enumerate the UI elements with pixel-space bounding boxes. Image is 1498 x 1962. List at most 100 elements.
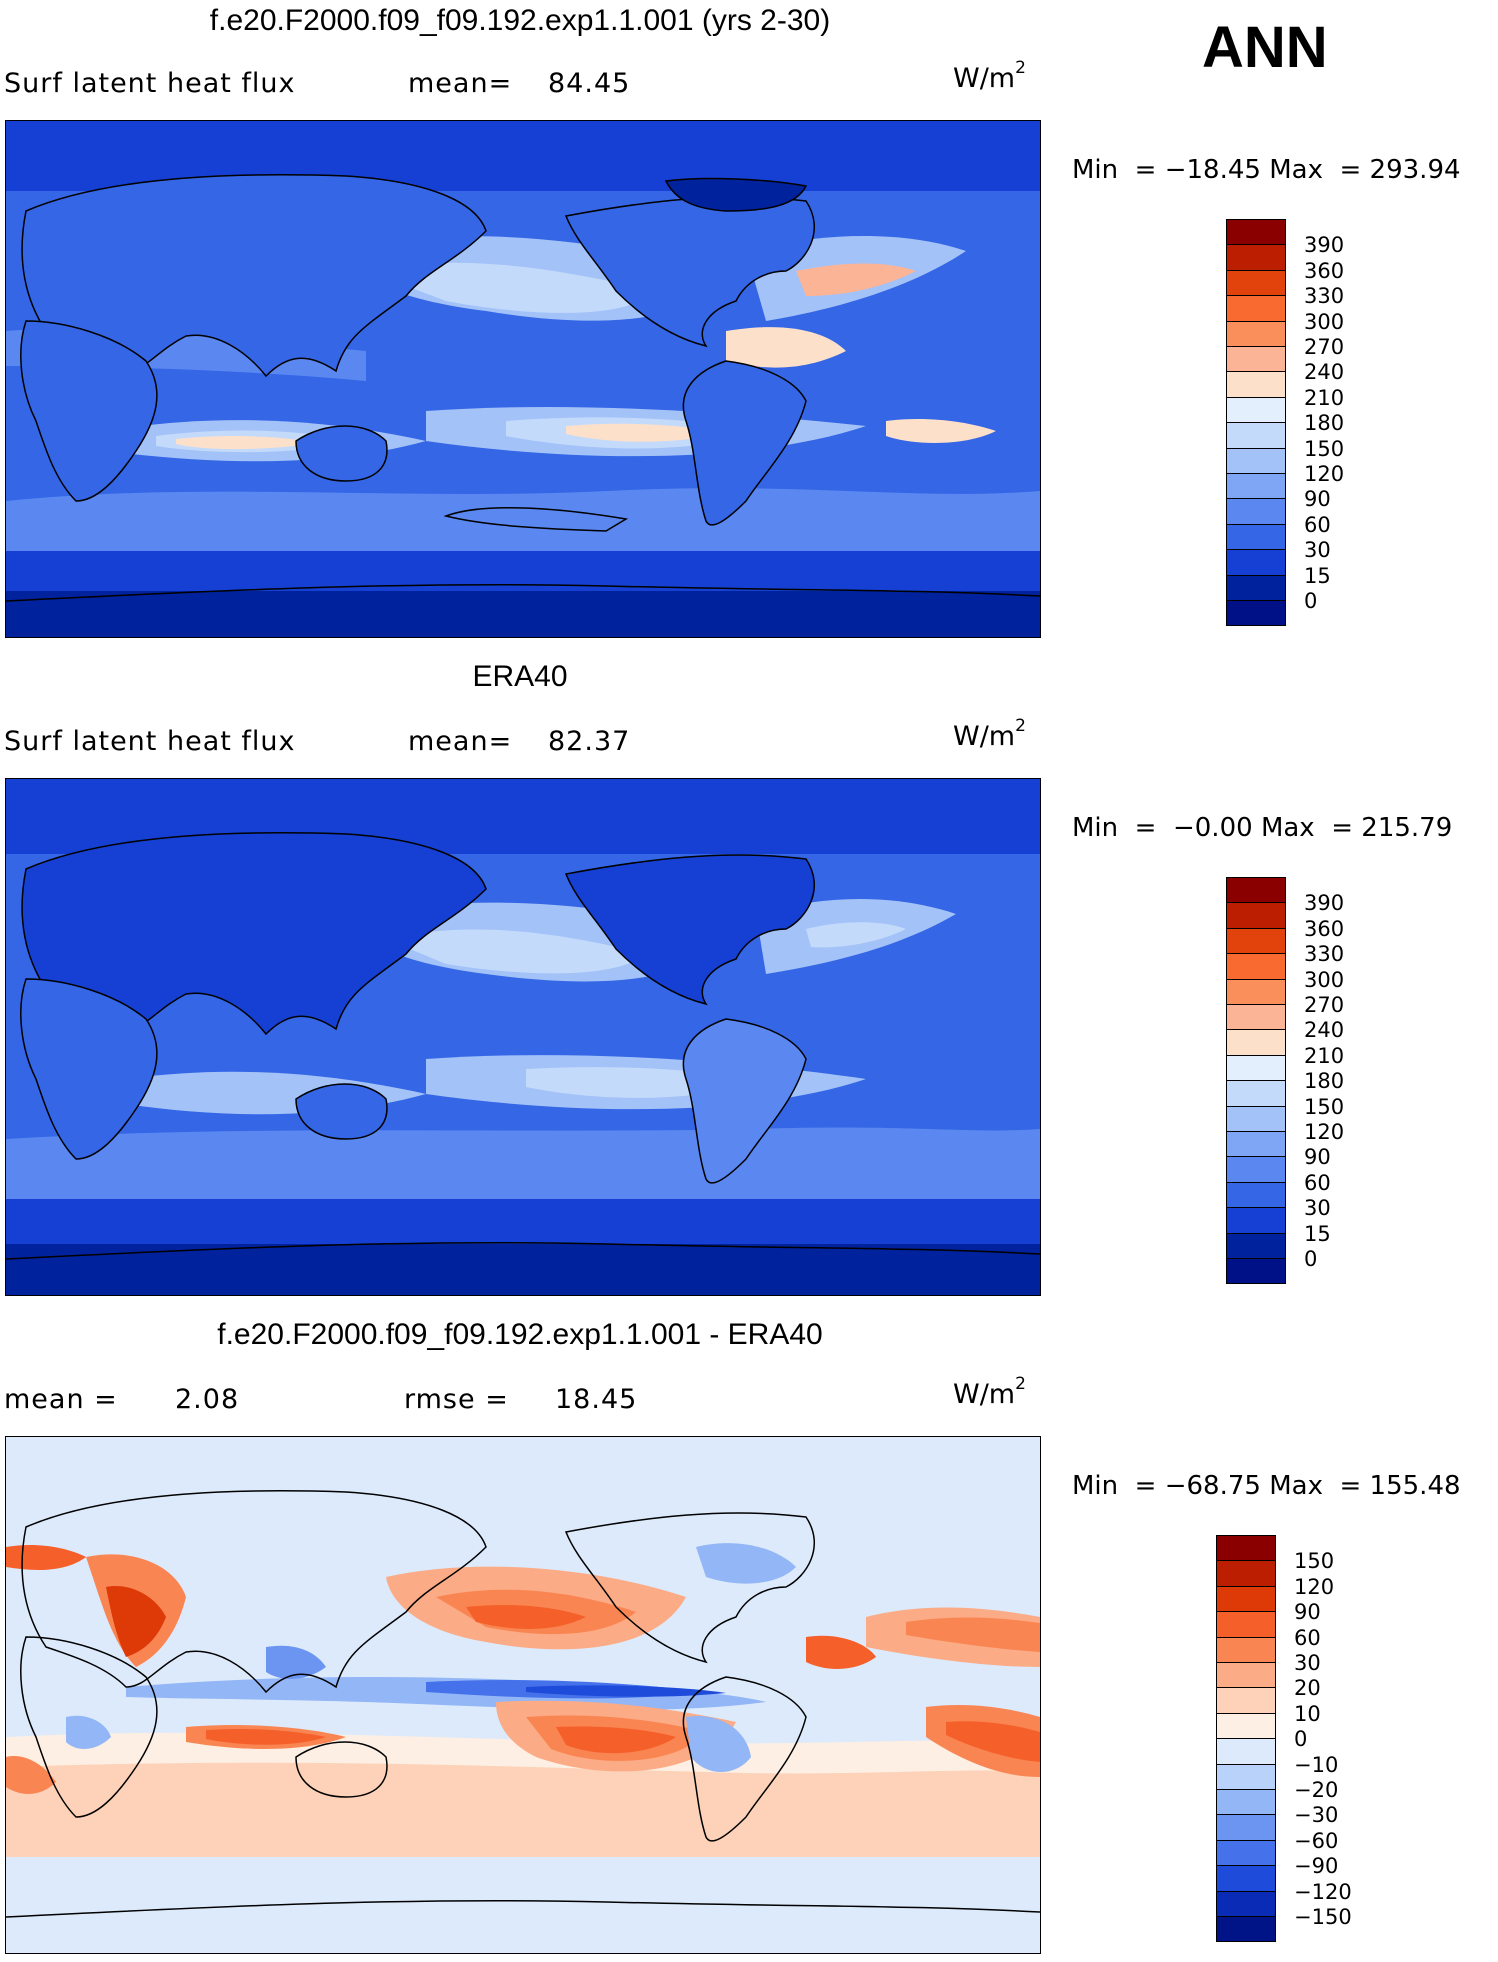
colorbar-label: 120 [1294, 1574, 1335, 1599]
colorbar-swatch [1216, 1890, 1276, 1917]
colorbar-label: 300 [1304, 967, 1345, 992]
colorbar-swatch [1226, 1131, 1286, 1158]
colorbar-label: 150 [1304, 436, 1345, 461]
panel-3-minmax: Min = −68.75 Max = 155.48 [1072, 1471, 1461, 1501]
colorbar-swatch [1216, 1712, 1276, 1740]
colorbar-label: 390 [1304, 233, 1345, 258]
colorbar-label: 210 [1304, 1043, 1345, 1068]
colorbar-swatch [1216, 1763, 1276, 1790]
colorbar-label: 0 [1304, 589, 1318, 613]
panel-3-map [5, 1436, 1041, 1954]
colorbar-label: 60 [1304, 1170, 1331, 1195]
panel-3-mean-label: mean = [4, 1384, 118, 1415]
colorbar-swatch [1226, 1105, 1286, 1132]
colorbar-swatch [1226, 1207, 1286, 1234]
panel-2-minmax: Min = −0.00 Max = 215.79 [1072, 813, 1453, 843]
colorbar-label: −30 [1294, 1803, 1339, 1828]
colorbar-swatch [1226, 1181, 1286, 1209]
colorbar-swatch [1226, 877, 1286, 904]
panel-2-title: ERA40 [472, 660, 568, 693]
panel-2-contour-field [6, 779, 1040, 1295]
colorbar-label: 300 [1304, 309, 1345, 334]
colorbar-swatch [1226, 978, 1286, 1005]
colorbar-label: 20 [1294, 1676, 1321, 1701]
colorbar-swatch [1226, 498, 1286, 525]
colorbar-swatch [1226, 1004, 1286, 1031]
colorbar-label: 330 [1304, 284, 1345, 309]
colorbar-swatch [1226, 244, 1286, 271]
panel-1-title: f.e20.F2000.f09_f09.192.exp1.1.001 (yrs … [209, 4, 831, 37]
colorbar-swatch [1226, 523, 1286, 551]
panel-2-mean-label: mean= [408, 726, 513, 757]
colorbar-label: 10 [1294, 1701, 1321, 1726]
colorbar-label: 270 [1304, 335, 1345, 359]
panel-1-map [5, 120, 1041, 638]
colorbar-swatch [1226, 1232, 1286, 1259]
panel-3-title: f.e20.F2000.f09_f09.192.exp1.1.001 - ERA… [217, 1318, 823, 1351]
colorbar-swatch [1226, 902, 1286, 929]
colorbar-label: 390 [1304, 891, 1345, 916]
season-label: ANN [1202, 15, 1328, 80]
colorbar-swatch [1226, 1080, 1286, 1107]
colorbar-swatch [1216, 1738, 1276, 1765]
colorbar-label: 60 [1294, 1625, 1321, 1650]
colorbar-label: 240 [1304, 360, 1345, 385]
colorbar-label: −150 [1294, 1905, 1352, 1929]
colorbar-label: 150 [1294, 1549, 1335, 1574]
colorbar-swatch [1226, 473, 1286, 500]
colorbar-swatch [1226, 600, 1286, 627]
panel-1-colorbar: 390 360 330 300 270 240 210 180 150 120 90 60 30 15 0 [1226, 219, 1426, 629]
panel-2-variable-label: Surf latent heat flux [4, 726, 296, 757]
colorbar-swatch [1216, 1611, 1276, 1638]
colorbar-label: 15 [1304, 563, 1331, 588]
colorbar-swatch [1216, 1687, 1276, 1714]
panel-1-mean-label: mean= [408, 68, 513, 99]
colorbar-swatch [1226, 447, 1286, 474]
colorbar-label: 30 [1304, 538, 1331, 563]
colorbar-swatch [1226, 219, 1286, 246]
colorbar-label: −120 [1294, 1879, 1352, 1904]
panel-2-colorbar: 390 360 330 300 270 240 210 180 150 120 90 60 30 15 0 [1226, 877, 1426, 1287]
colorbar-label: 210 [1304, 385, 1345, 410]
colorbar-label: −10 [1294, 1752, 1339, 1777]
colorbar-swatch [1226, 295, 1286, 322]
colorbar-swatch [1216, 1916, 1276, 1943]
colorbar-swatch [1226, 953, 1286, 980]
colorbar-swatch [1216, 1839, 1276, 1867]
panel-3-mean-value: 2.08 [175, 1384, 240, 1415]
colorbar-swatch [1226, 320, 1286, 347]
colorbar-label: 150 [1304, 1094, 1345, 1119]
colorbar-swatch [1226, 422, 1286, 449]
colorbar-swatch [1216, 1865, 1276, 1892]
colorbar-label: 0 [1304, 1247, 1318, 1271]
colorbar-label: 90 [1304, 1145, 1331, 1170]
colorbar-label: 240 [1304, 1018, 1345, 1043]
panel-1-units: W/m2 [953, 58, 1026, 94]
panel-3-colorbar: 150 120 90 60 30 20 10 0 −10 −20 −30 −60 −90 −120 −150 [1216, 1535, 1426, 1945]
colorbar-label: 120 [1304, 1120, 1345, 1144]
colorbar-label: 60 [1304, 512, 1331, 537]
colorbar-swatch [1216, 1814, 1276, 1841]
panel-3-units: W/m2 [953, 1374, 1026, 1410]
colorbar-label: 180 [1304, 411, 1345, 436]
colorbar-label: −60 [1294, 1828, 1339, 1853]
colorbar-swatch [1226, 1258, 1286, 1285]
colorbar-label: 90 [1294, 1600, 1321, 1625]
colorbar-swatch [1226, 346, 1286, 373]
colorbar-label: 90 [1304, 487, 1331, 512]
colorbar-swatch [1216, 1789, 1276, 1816]
panel-2-map [5, 778, 1041, 1296]
colorbar-label: 330 [1304, 942, 1345, 967]
colorbar-label: 15 [1304, 1221, 1331, 1246]
panel-1-contour-field [6, 121, 1040, 637]
colorbar-label: 180 [1304, 1069, 1345, 1094]
colorbar-swatch [1226, 396, 1286, 424]
colorbar-swatch [1216, 1560, 1276, 1587]
colorbar-label: −20 [1294, 1778, 1339, 1802]
colorbar-swatch [1226, 1054, 1286, 1082]
colorbar-swatch [1226, 371, 1286, 398]
colorbar-label: −90 [1294, 1854, 1339, 1879]
colorbar-swatch [1216, 1585, 1276, 1613]
colorbar-label: 30 [1294, 1651, 1321, 1675]
panel-2-mean-value: 82.37 [548, 726, 631, 757]
